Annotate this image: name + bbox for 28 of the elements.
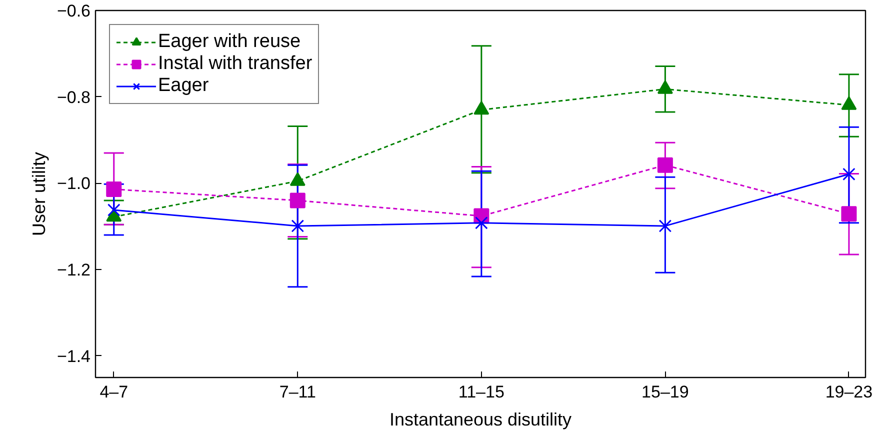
y-tick-label: −1.2: [56, 260, 90, 280]
legend-label: Instal with transfer: [158, 53, 312, 75]
x-axis-title: Instantaneous disutility: [389, 410, 572, 430]
point: [106, 182, 122, 197]
legend-label: Eager with reuse: [158, 31, 301, 53]
legend-label: Eager: [158, 75, 209, 97]
point: [475, 216, 488, 230]
y-tick-label: −0.8: [56, 88, 90, 107]
point: [107, 204, 120, 216]
point: [657, 80, 673, 94]
point: [841, 206, 857, 222]
point: [842, 168, 856, 181]
x-tick-label: 7–11: [279, 382, 316, 402]
y-tick-label: −0.6: [56, 2, 90, 20]
point: [291, 220, 304, 232]
x-tick-label: 15–19: [642, 382, 689, 402]
point: [474, 100, 490, 115]
x-tick-label: 11–15: [458, 382, 504, 402]
y-tick-label: −1.0: [56, 174, 90, 194]
point: [290, 172, 306, 186]
point: [658, 220, 672, 232]
point: [657, 157, 673, 173]
x-tick-label: 4–7: [100, 382, 128, 402]
y-axis-title: User utility: [28, 152, 49, 236]
point: [841, 96, 857, 110]
y-tick-label: −1.4: [56, 346, 90, 366]
point: [290, 192, 306, 208]
x-tick-label: 19–23: [825, 382, 873, 402]
